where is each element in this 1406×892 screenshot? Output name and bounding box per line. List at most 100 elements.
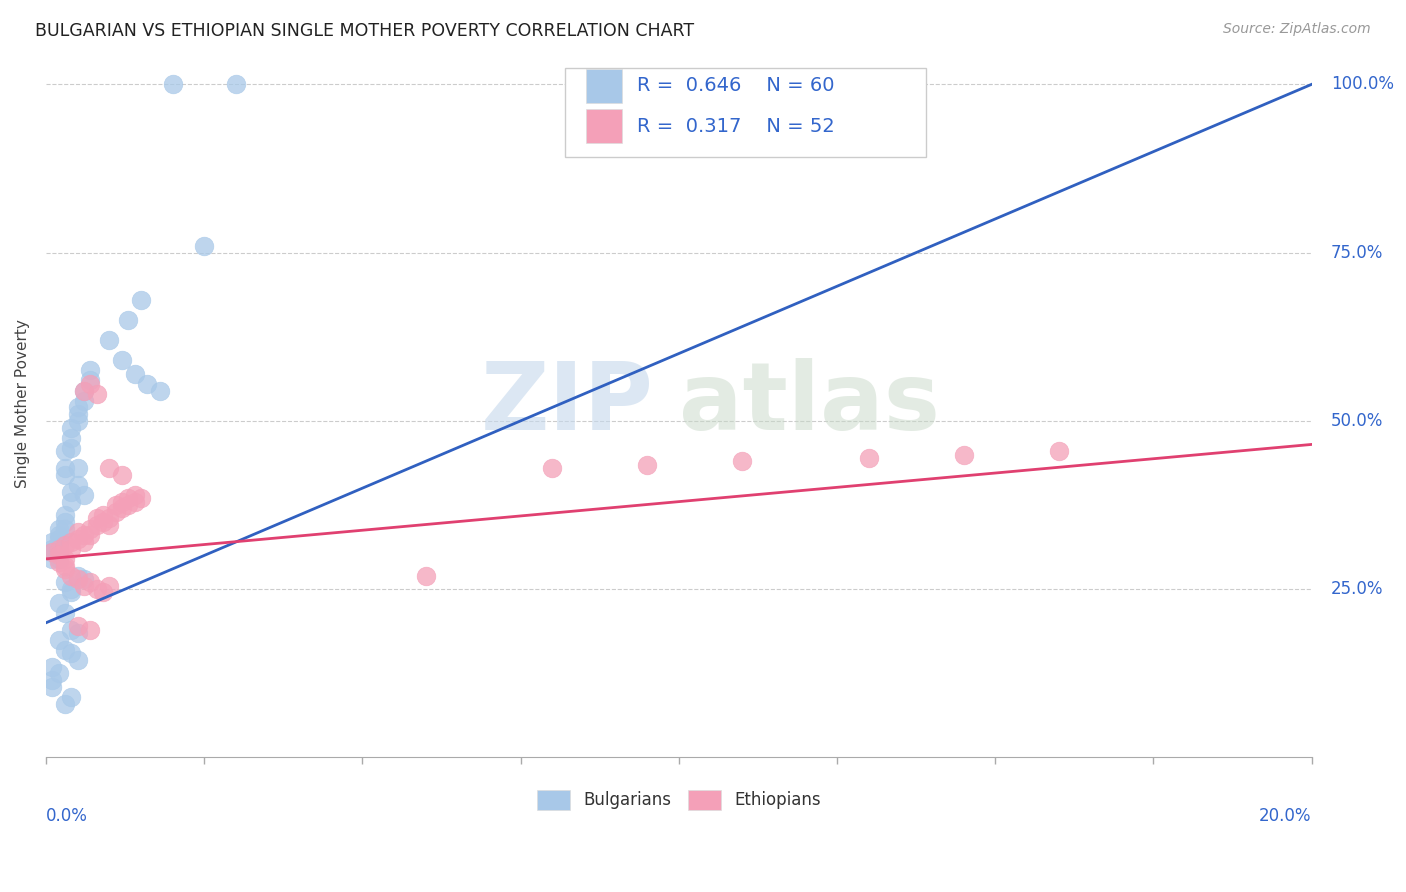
Point xyxy=(41,552,63,566)
Point xyxy=(53,538,76,552)
Point xyxy=(48,541,70,556)
Point xyxy=(129,491,152,506)
Point xyxy=(124,367,146,381)
Point xyxy=(79,528,101,542)
Point xyxy=(79,522,101,536)
Point xyxy=(149,384,172,398)
Point xyxy=(1047,444,1070,458)
Point xyxy=(66,461,89,475)
Text: 50.0%: 50.0% xyxy=(1330,412,1384,430)
Point xyxy=(60,494,83,508)
Point xyxy=(86,518,108,533)
Point xyxy=(79,575,101,590)
Point xyxy=(66,568,89,582)
Point xyxy=(117,491,139,506)
FancyBboxPatch shape xyxy=(565,69,925,157)
Point xyxy=(162,78,184,92)
Point xyxy=(53,552,76,566)
Point xyxy=(60,431,83,445)
Point xyxy=(53,562,76,576)
Point xyxy=(60,541,83,556)
Point xyxy=(98,579,121,593)
Point xyxy=(136,376,159,391)
Text: BULGARIAN VS ETHIOPIAN SINGLE MOTHER POVERTY CORRELATION CHART: BULGARIAN VS ETHIOPIAN SINGLE MOTHER POV… xyxy=(35,22,695,40)
Point xyxy=(48,555,70,569)
Point xyxy=(48,632,70,647)
Point xyxy=(53,522,76,536)
Point xyxy=(104,505,127,519)
Point xyxy=(636,458,658,472)
Point xyxy=(53,697,76,711)
Point xyxy=(111,501,134,516)
Point xyxy=(73,528,96,542)
Point xyxy=(53,606,76,620)
Point xyxy=(98,333,121,347)
Point xyxy=(79,623,101,637)
Point xyxy=(48,549,70,563)
Point xyxy=(415,568,437,582)
Point xyxy=(48,522,70,536)
Point xyxy=(111,467,134,482)
Point xyxy=(48,552,70,566)
Point xyxy=(91,585,114,599)
Point xyxy=(98,518,121,533)
Point xyxy=(73,579,96,593)
Point xyxy=(117,313,139,327)
Point xyxy=(86,387,108,401)
Point xyxy=(86,582,108,596)
Point xyxy=(73,488,96,502)
Text: 0.0%: 0.0% xyxy=(46,807,87,825)
Point xyxy=(91,508,114,522)
Point xyxy=(731,454,754,468)
Point xyxy=(66,653,89,667)
Point xyxy=(53,508,76,522)
Point xyxy=(60,441,83,455)
Point xyxy=(73,393,96,408)
Text: 100.0%: 100.0% xyxy=(1330,75,1393,94)
Point xyxy=(48,528,70,542)
FancyBboxPatch shape xyxy=(586,69,621,103)
Point xyxy=(48,532,70,546)
Point xyxy=(41,545,63,559)
Text: R =  0.646    N = 60: R = 0.646 N = 60 xyxy=(637,77,835,95)
Point xyxy=(129,293,152,307)
Point xyxy=(41,680,63,694)
Point xyxy=(86,511,108,525)
Point xyxy=(117,498,139,512)
Point xyxy=(60,623,83,637)
Point xyxy=(73,384,96,398)
Point xyxy=(53,575,76,590)
Point xyxy=(124,488,146,502)
Point xyxy=(48,666,70,681)
Point xyxy=(53,515,76,529)
Point xyxy=(66,626,89,640)
Point xyxy=(66,619,89,633)
Point xyxy=(60,690,83,704)
Point xyxy=(111,494,134,508)
Point xyxy=(41,541,63,556)
Legend: Bulgarians, Ethiopians: Bulgarians, Ethiopians xyxy=(530,784,828,816)
Text: 75.0%: 75.0% xyxy=(1330,244,1384,261)
Point xyxy=(53,467,76,482)
Point xyxy=(66,572,89,586)
Point xyxy=(48,596,70,610)
Point xyxy=(73,572,96,586)
Point xyxy=(66,478,89,492)
Point xyxy=(541,461,564,475)
Text: 20.0%: 20.0% xyxy=(1260,807,1312,825)
Point xyxy=(66,401,89,415)
Point xyxy=(111,353,134,368)
Point xyxy=(79,374,101,388)
Point xyxy=(60,484,83,499)
Point xyxy=(91,515,114,529)
Point xyxy=(98,511,121,525)
Text: 25.0%: 25.0% xyxy=(1330,580,1384,599)
Text: R =  0.317    N = 52: R = 0.317 N = 52 xyxy=(637,117,835,136)
Point xyxy=(104,498,127,512)
Point xyxy=(66,414,89,428)
Point xyxy=(79,363,101,377)
Y-axis label: Single Mother Poverty: Single Mother Poverty xyxy=(15,319,30,489)
Text: Source: ZipAtlas.com: Source: ZipAtlas.com xyxy=(1223,22,1371,37)
Point xyxy=(53,642,76,657)
Point xyxy=(48,538,70,552)
